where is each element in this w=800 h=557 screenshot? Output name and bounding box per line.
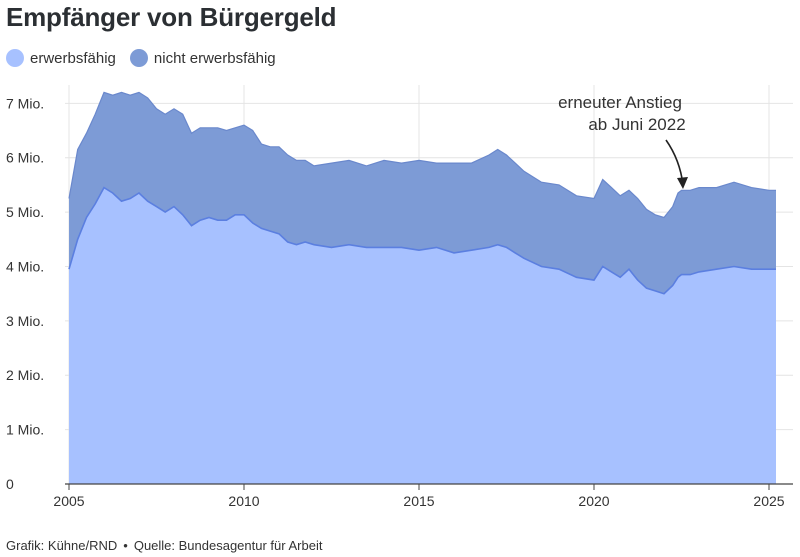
footer-credit: Grafik: Kühne/RND bbox=[6, 538, 118, 553]
legend-swatch-erwerbsfaehig bbox=[6, 49, 24, 67]
legend-item-nicht-erwerbsfaehig: nicht erwerbsfähig bbox=[129, 49, 276, 67]
legend-label-nicht-erwerbsfaehig: nicht erwerbsfähig bbox=[153, 49, 276, 67]
x-tick-label: 2015 bbox=[403, 493, 434, 509]
line-erwerbsfaehig bbox=[68, 186, 776, 295]
legend-swatch-nicht-erwerbsfaehig bbox=[129, 49, 148, 67]
area-erwerbsfaehig bbox=[69, 187, 776, 484]
annotation-line-1: erneuter Anstieg bbox=[558, 93, 682, 112]
y-tick-label: 3 Mio. bbox=[6, 313, 44, 329]
annotation: erneuter Anstieg ab Juni 2022 bbox=[558, 93, 688, 189]
legend-item-erwerbsfaehig: erwerbsfähig bbox=[6, 49, 116, 67]
line-nicht-erwerbsfaehig bbox=[68, 91, 776, 219]
footer: Grafik: Kühne/RND • Quelle: Bundesagentur … bbox=[6, 538, 322, 553]
legend-label-erwerbsfaehig: erwerbsfähig bbox=[30, 49, 116, 67]
y-tick-label: 6 Mio. bbox=[6, 150, 44, 166]
annotation-arrow-head bbox=[677, 177, 688, 189]
y-tick-label: 7 Mio. bbox=[6, 95, 44, 111]
chart-title: Empfänger von Bürgergeld bbox=[6, 2, 337, 32]
x-tick-label: 2010 bbox=[228, 493, 259, 509]
footer-source: Quelle: Bundesagentur für Arbeit bbox=[133, 538, 323, 553]
y-tick-label: 4 Mio. bbox=[6, 258, 44, 274]
area-nicht-erwerbsfaehig bbox=[69, 92, 776, 294]
chart-areas bbox=[68, 91, 776, 484]
y-tick-label: 1 Mio. bbox=[6, 422, 44, 438]
footer-bullet: • bbox=[123, 538, 128, 553]
x-tick-label: 2025 bbox=[753, 493, 784, 509]
annotation-line-2: ab Juni 2022 bbox=[588, 115, 685, 134]
axes: 0 1 Mio. 2 Mio. 3 Mio. 4 Mio. 5 Mio. 6 Mio. 7 M… bbox=[6, 95, 793, 509]
x-tick-label: 2020 bbox=[578, 493, 609, 509]
legend: erwerbsfähig nicht erwerbsfähig bbox=[6, 49, 290, 67]
x-tick-label: 2005 bbox=[53, 493, 84, 509]
y-tick-label: 5 Mio. bbox=[6, 204, 44, 220]
y-tick-label: 2 Mio. bbox=[6, 367, 44, 383]
y-tick-label: 0 bbox=[6, 476, 14, 492]
